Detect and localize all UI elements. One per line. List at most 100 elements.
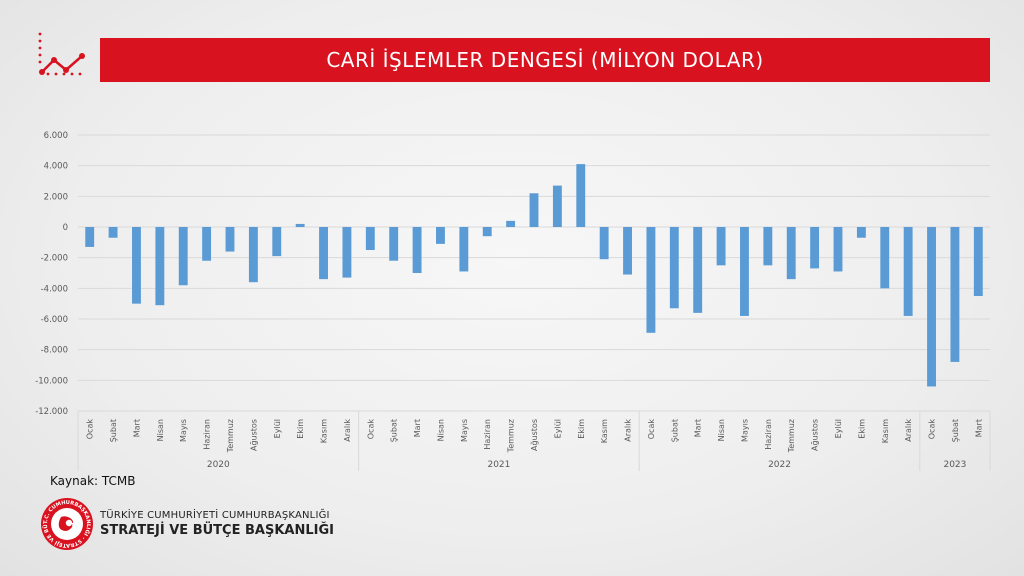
bar-2020-5 <box>178 227 188 286</box>
x-tick-label: Aralık <box>904 419 913 442</box>
bar-2022-12 <box>903 227 913 316</box>
bar-2023-1 <box>927 227 936 387</box>
x-tick-label: Kasım <box>600 419 609 443</box>
year-label: 2020 <box>207 460 230 470</box>
y-tick-label: -4.000 <box>41 284 68 294</box>
line-chart-icon <box>38 32 85 76</box>
x-tick-label: Ekim <box>577 419 586 439</box>
year-label: 2023 <box>943 460 966 470</box>
x-tick-label: Ocak <box>647 419 656 440</box>
x-tick-label: Kasım <box>881 419 890 443</box>
x-tick-label: Şubat <box>390 419 399 442</box>
bar-2021-11 <box>599 227 609 260</box>
x-tick-label: Mayıs <box>740 419 749 442</box>
bar-2020-8 <box>248 227 258 283</box>
bar-2021-8 <box>529 193 539 227</box>
bar-2020-10 <box>295 223 305 227</box>
x-tick-label: Mart <box>974 419 983 437</box>
year-label: 2021 <box>487 460 510 470</box>
y-tick-label: -2.000 <box>41 254 68 264</box>
bar-2021-6 <box>482 227 492 237</box>
x-tick-label: Mayıs <box>179 419 188 442</box>
y-tick-label: -6.000 <box>41 315 68 325</box>
organization-block: T.C. CUMHURBAŞKANLIĞI · STRATEJİ VE BÜTÇ… <box>40 497 334 551</box>
x-tick-label: Haziran <box>203 419 212 450</box>
y-tick-label: 0 <box>63 223 68 233</box>
x-tick-label: Eylül <box>273 419 282 438</box>
x-tick-label: Ocak <box>366 419 375 440</box>
bar-2020-7 <box>225 227 235 252</box>
bar-2022-7 <box>786 227 796 280</box>
x-tick-label: Temmuz <box>787 419 796 453</box>
x-tick-label: Haziran <box>764 419 773 450</box>
org-name-line1: TÜRKİYE CUMHURİYETİ CUMHURBAŞKANLIĞI <box>100 510 330 521</box>
y-tick-label: 2.000 <box>44 192 68 202</box>
y-tick-label: -8.000 <box>41 346 68 356</box>
y-tick-label: -10.000 <box>35 376 68 386</box>
x-tick-label: Nisan <box>156 419 165 441</box>
bar-2022-9 <box>833 227 843 272</box>
x-tick-label: Mart <box>694 419 703 437</box>
bar-2020-12 <box>342 227 352 278</box>
bar-2022-8 <box>810 227 820 269</box>
bar-2022-1 <box>646 227 656 333</box>
x-tick-label: Şubat <box>951 419 960 442</box>
bar-2021-3 <box>412 227 422 273</box>
title-bar: CARİ İŞLEMLER DENGESİ (MİLYON DOLAR) <box>100 38 990 82</box>
bar-2020-1 <box>85 227 95 247</box>
x-tick-label: Haziran <box>483 419 492 450</box>
bar-2022-10 <box>856 227 866 238</box>
year-label: 2022 <box>768 460 791 470</box>
bar-2023-3 <box>973 227 983 296</box>
x-tick-label: Ocak <box>86 419 95 440</box>
bar-2023-2 <box>950 227 960 362</box>
bar-2021-7 <box>506 220 516 227</box>
bar-2021-5 <box>459 227 469 272</box>
x-tick-label: Şubat <box>670 419 679 442</box>
x-tick-label: Mayıs <box>460 419 469 442</box>
bar-2021-4 <box>436 227 445 244</box>
bar-2022-11 <box>880 227 890 289</box>
bar-2020-4 <box>155 227 165 306</box>
x-tick-label: Eylül <box>553 419 562 438</box>
source-label: Kaynak: TCMB <box>50 474 136 488</box>
x-tick-label: Şubat <box>109 419 118 442</box>
bar-2020-3 <box>132 227 141 304</box>
bar-2021-10 <box>576 164 586 227</box>
x-tick-label: Ekim <box>857 419 866 439</box>
bar-2020-9 <box>272 227 282 257</box>
bar-2022-6 <box>763 227 773 266</box>
y-tick-label: 6.000 <box>44 131 68 141</box>
x-tick-label: Nisan <box>436 419 445 441</box>
x-tick-label: Temmuz <box>507 419 516 453</box>
x-tick-label: Kasım <box>320 419 329 443</box>
bar-2020-6 <box>202 227 212 261</box>
bar-2021-12 <box>623 227 632 275</box>
x-tick-label: Ağustos <box>249 419 258 451</box>
x-tick-label: Aralık <box>624 419 633 442</box>
bar-2022-4 <box>716 227 726 266</box>
bar-2020-11 <box>319 227 328 280</box>
bar-2022-2 <box>669 227 679 309</box>
bar-2022-5 <box>740 227 749 316</box>
bar-2020-2 <box>108 227 118 238</box>
chart-title: CARİ İŞLEMLER DENGESİ (MİLYON DOLAR) <box>326 48 764 72</box>
bar-2021-1 <box>365 227 375 250</box>
x-tick-label: Mart <box>413 419 422 437</box>
bar-2021-9 <box>552 185 562 227</box>
x-tick-label: Ocak <box>928 419 937 440</box>
y-tick-label: 4.000 <box>44 162 68 172</box>
x-tick-label: Temmuz <box>226 419 235 453</box>
x-tick-label: Aralık <box>343 419 352 442</box>
x-tick-label: Ağustos <box>811 419 820 451</box>
x-tick-label: Ağustos <box>530 419 539 451</box>
org-name-line2: STRATEJİ VE BÜTÇE BAŞKANLIĞI <box>100 523 334 538</box>
x-tick-label: Mart <box>132 419 141 437</box>
x-tick-label: Ekim <box>296 419 305 439</box>
bar-2022-3 <box>693 227 703 313</box>
bar-2021-2 <box>389 227 399 261</box>
y-tick-label: -12.000 <box>35 407 68 417</box>
x-tick-label: Eylül <box>834 419 843 438</box>
x-tick-label: Nisan <box>717 419 726 441</box>
